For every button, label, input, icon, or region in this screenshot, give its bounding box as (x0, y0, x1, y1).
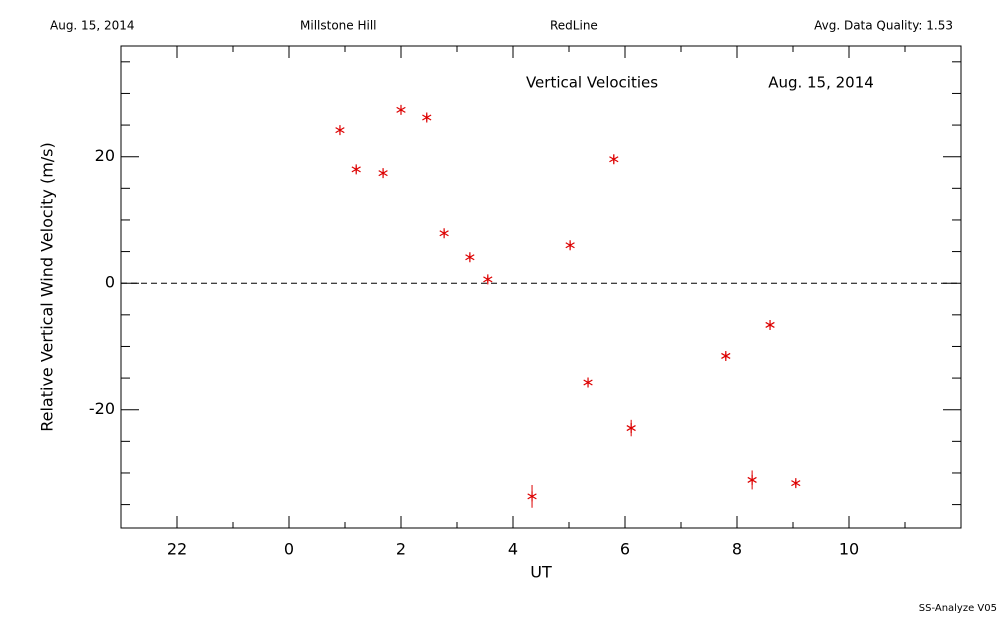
point (609, 154, 619, 165)
x-tick-label: 0 (284, 540, 294, 559)
point (465, 252, 475, 263)
point (527, 491, 537, 502)
y-tick-label: -20 (89, 399, 115, 418)
chart-title: Vertical Velocities (526, 74, 658, 92)
x-tick-label: 4 (508, 540, 518, 559)
header-site: Millstone Hill (300, 19, 376, 33)
x-tick-label: 22 (167, 540, 187, 559)
chart-subtitle: Aug. 15, 2014 (768, 74, 874, 92)
x-tick-label: 6 (620, 540, 630, 559)
point (565, 240, 575, 251)
y-tick-label: 20 (95, 146, 115, 165)
point (583, 377, 593, 388)
point (439, 228, 449, 239)
point (765, 319, 775, 330)
point (626, 423, 636, 434)
x-tick-label: 10 (839, 540, 859, 559)
point (396, 104, 406, 115)
x-axis-label: UT (530, 563, 552, 582)
x-tick-label: 2 (396, 540, 406, 559)
point (747, 474, 757, 485)
y-tick-label: 0 (105, 273, 115, 292)
header-date: Aug. 15, 2014 (50, 19, 135, 33)
point (335, 125, 345, 136)
point (791, 478, 801, 489)
footer: SS-Analyze V05 (919, 603, 997, 614)
plot-frame (120, 45, 962, 529)
point (422, 112, 432, 123)
header-line: RedLine (550, 19, 598, 33)
point (721, 350, 731, 361)
point (483, 274, 493, 285)
y-axis-label: Relative Vertical Wind Velocity (m/s) (38, 142, 57, 432)
point (351, 164, 361, 175)
point (378, 168, 388, 179)
x-tick-label: 8 (732, 540, 742, 559)
header-quality: Avg. Data Quality: 1.53 (814, 19, 953, 33)
